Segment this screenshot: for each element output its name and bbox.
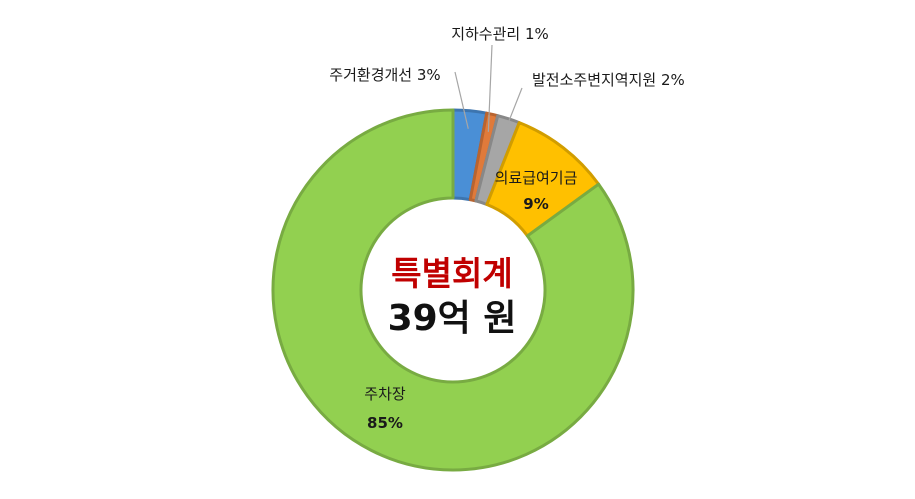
leader-line-발전소주변지역지원 [502,87,523,137]
slice-labels: 주거환경개선 3% 지하수관리 1% 발전소주변지역지원 2% 의료급여기금 9… [329,25,684,432]
slice-label-의료급여기금: 의료급여기금 [495,169,578,187]
leader-line-주거환경개선 [454,71,469,129]
slice-percent-주차장: 85% [367,414,403,432]
slice-label-지하수관리: 지하수관리 1% [451,25,549,43]
slice-percent-의료급여기금: 9% [523,195,548,213]
center-title: 특별회계 [391,254,512,293]
slice-label-발전소주변지역지원: 발전소주변지역지원 2% [532,71,685,89]
slice-label-주거환경개선: 주거환경개선 3% [329,66,440,84]
center-value: 39억 원 [388,298,517,339]
slice-label-주차장: 주차장 [364,385,406,403]
slice-주차장 [271,108,635,472]
donut-slices [271,108,635,472]
leader-line-지하수관리 [487,44,493,132]
leader-lines [454,44,523,137]
